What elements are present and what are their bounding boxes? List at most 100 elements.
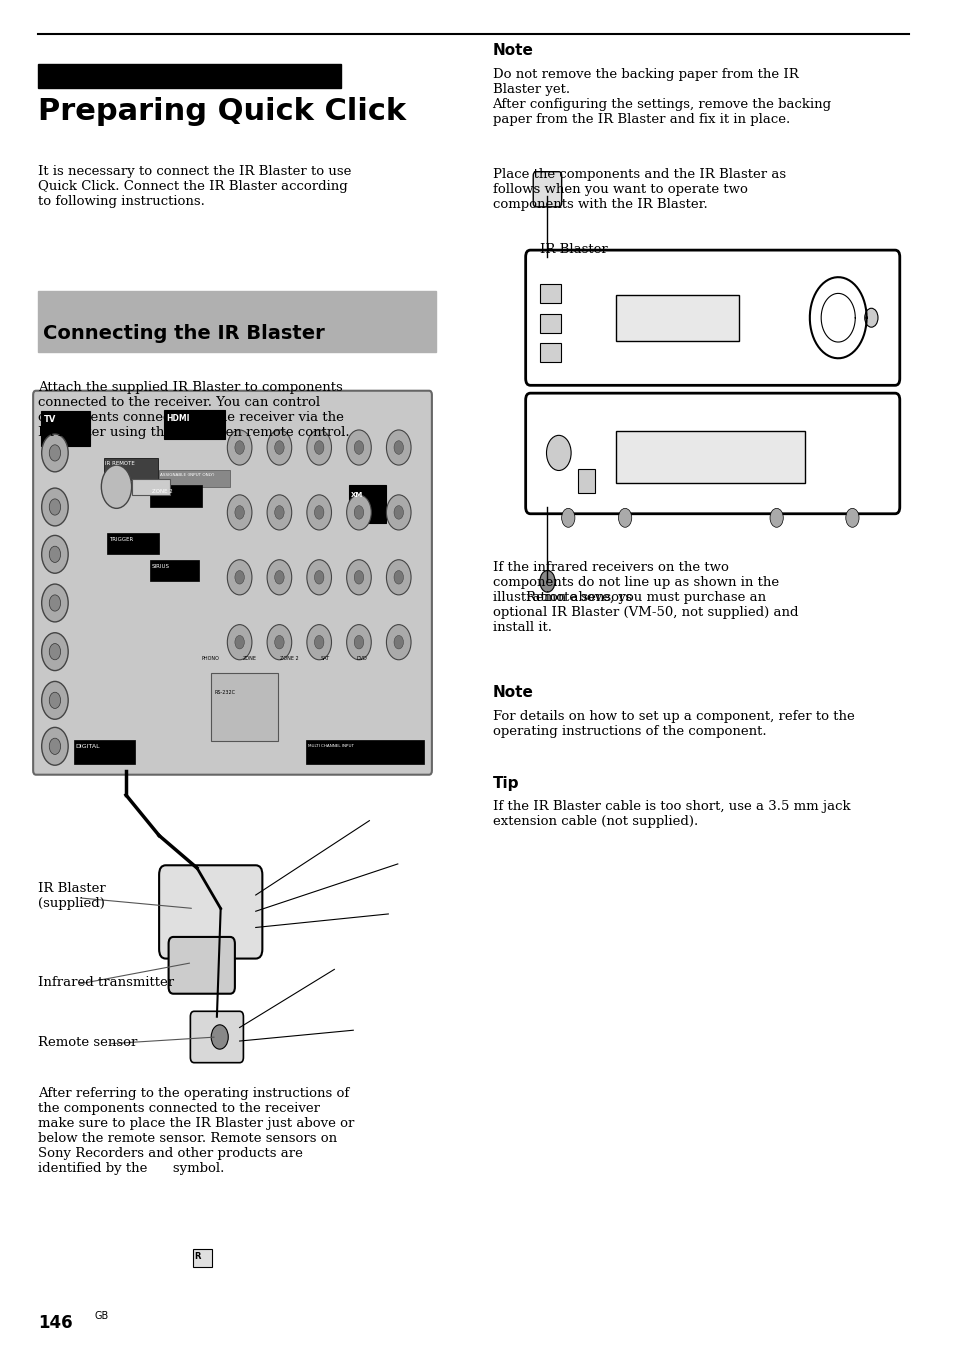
Circle shape — [234, 441, 244, 454]
Circle shape — [234, 571, 244, 584]
Text: DIGITAL: DIGITAL — [75, 744, 100, 749]
Bar — [539, 314, 560, 333]
Circle shape — [346, 625, 371, 660]
Circle shape — [267, 625, 292, 660]
Circle shape — [346, 495, 371, 530]
Bar — [107, 533, 159, 554]
Bar — [164, 410, 225, 439]
Text: For details on how to set up a component, refer to the
operating instructions of: For details on how to set up a component… — [492, 710, 853, 738]
Circle shape — [227, 430, 252, 465]
Text: IR REMOTE: IR REMOTE — [105, 461, 134, 466]
Circle shape — [307, 430, 331, 465]
Bar — [104, 458, 158, 480]
Circle shape — [561, 508, 575, 527]
Bar — [211, 673, 277, 741]
Circle shape — [227, 495, 252, 530]
Bar — [539, 343, 560, 362]
FancyBboxPatch shape — [169, 937, 234, 994]
Circle shape — [307, 495, 331, 530]
Circle shape — [354, 441, 363, 454]
Text: Remote sensors: Remote sensors — [525, 591, 631, 604]
Circle shape — [546, 435, 571, 470]
Circle shape — [274, 441, 284, 454]
Circle shape — [274, 571, 284, 584]
Circle shape — [307, 625, 331, 660]
FancyBboxPatch shape — [159, 865, 262, 959]
Bar — [615, 431, 804, 483]
Text: RS-232C: RS-232C — [213, 690, 234, 695]
Bar — [150, 485, 201, 507]
Bar — [73, 740, 135, 764]
Bar — [38, 291, 436, 352]
Circle shape — [314, 635, 324, 649]
Text: ZONE: ZONE — [242, 656, 256, 661]
Circle shape — [394, 441, 403, 454]
Circle shape — [386, 625, 411, 660]
Circle shape — [354, 571, 363, 584]
Circle shape — [314, 441, 324, 454]
Circle shape — [267, 560, 292, 595]
Circle shape — [386, 495, 411, 530]
Bar — [578, 469, 594, 493]
Circle shape — [42, 535, 68, 573]
Text: It is necessary to connect the IR Blaster to use
Quick Click. Connect the IR Bla: It is necessary to connect the IR Blaste… — [38, 165, 351, 208]
Circle shape — [354, 506, 363, 519]
Text: Infrared transmitter: Infrared transmitter — [38, 976, 173, 990]
Circle shape — [346, 430, 371, 465]
Circle shape — [211, 1025, 228, 1049]
FancyBboxPatch shape — [533, 172, 561, 207]
Bar — [150, 560, 198, 581]
Circle shape — [267, 495, 292, 530]
Circle shape — [50, 445, 61, 461]
Circle shape — [863, 308, 877, 327]
FancyBboxPatch shape — [33, 391, 432, 775]
Text: GB: GB — [94, 1311, 109, 1321]
Circle shape — [227, 560, 252, 595]
Bar — [348, 485, 386, 523]
Circle shape — [274, 506, 284, 519]
Text: IR Blaster
(supplied): IR Blaster (supplied) — [38, 882, 106, 910]
Text: TRIGGER: TRIGGER — [109, 537, 133, 542]
Circle shape — [50, 738, 61, 754]
Text: ZONE 2: ZONE 2 — [280, 656, 298, 661]
Text: MULTI CHANNEL INPUT: MULTI CHANNEL INPUT — [308, 744, 354, 748]
Text: PHONO: PHONO — [201, 656, 219, 661]
Circle shape — [314, 506, 324, 519]
Text: Attach the supplied IR Blaster to components
connected to the receiver. You can : Attach the supplied IR Blaster to compon… — [38, 381, 349, 439]
Circle shape — [394, 571, 403, 584]
Text: XM: XM — [350, 492, 362, 498]
FancyBboxPatch shape — [525, 393, 899, 514]
Text: SAT: SAT — [320, 656, 329, 661]
Bar — [306, 740, 424, 764]
Text: TV: TV — [44, 415, 56, 425]
Circle shape — [354, 635, 363, 649]
Text: Remote sensor: Remote sensor — [38, 1036, 137, 1049]
Circle shape — [101, 465, 132, 508]
Bar — [38, 64, 340, 88]
Circle shape — [50, 595, 61, 611]
Text: Note: Note — [492, 43, 533, 58]
Circle shape — [314, 571, 324, 584]
Circle shape — [274, 635, 284, 649]
Text: Do not remove the backing paper from the IR
Blaster yet.
After configuring the s: Do not remove the backing paper from the… — [492, 68, 831, 126]
Text: ZONE 2: ZONE 2 — [152, 489, 172, 495]
Text: DVD: DVD — [355, 656, 367, 661]
Circle shape — [42, 434, 68, 472]
Bar — [193, 1249, 212, 1267]
Text: 146: 146 — [38, 1314, 72, 1332]
Text: R: R — [194, 1252, 200, 1261]
Text: ASSIGNABLE (INPUT ONLY): ASSIGNABLE (INPUT ONLY) — [160, 473, 214, 477]
Text: IR Blaster: IR Blaster — [539, 243, 607, 257]
Text: Place the components and the IR Blaster as
follows when you want to operate two
: Place the components and the IR Blaster … — [492, 168, 785, 211]
Bar — [539, 284, 560, 303]
Circle shape — [50, 546, 61, 562]
Bar — [132, 479, 170, 495]
Bar — [41, 411, 90, 446]
FancyBboxPatch shape — [525, 250, 899, 385]
Circle shape — [227, 625, 252, 660]
FancyBboxPatch shape — [191, 1011, 243, 1063]
Text: Connecting the IR Blaster: Connecting the IR Blaster — [43, 324, 324, 343]
Text: Tip: Tip — [492, 776, 518, 791]
Circle shape — [42, 584, 68, 622]
Circle shape — [267, 430, 292, 465]
